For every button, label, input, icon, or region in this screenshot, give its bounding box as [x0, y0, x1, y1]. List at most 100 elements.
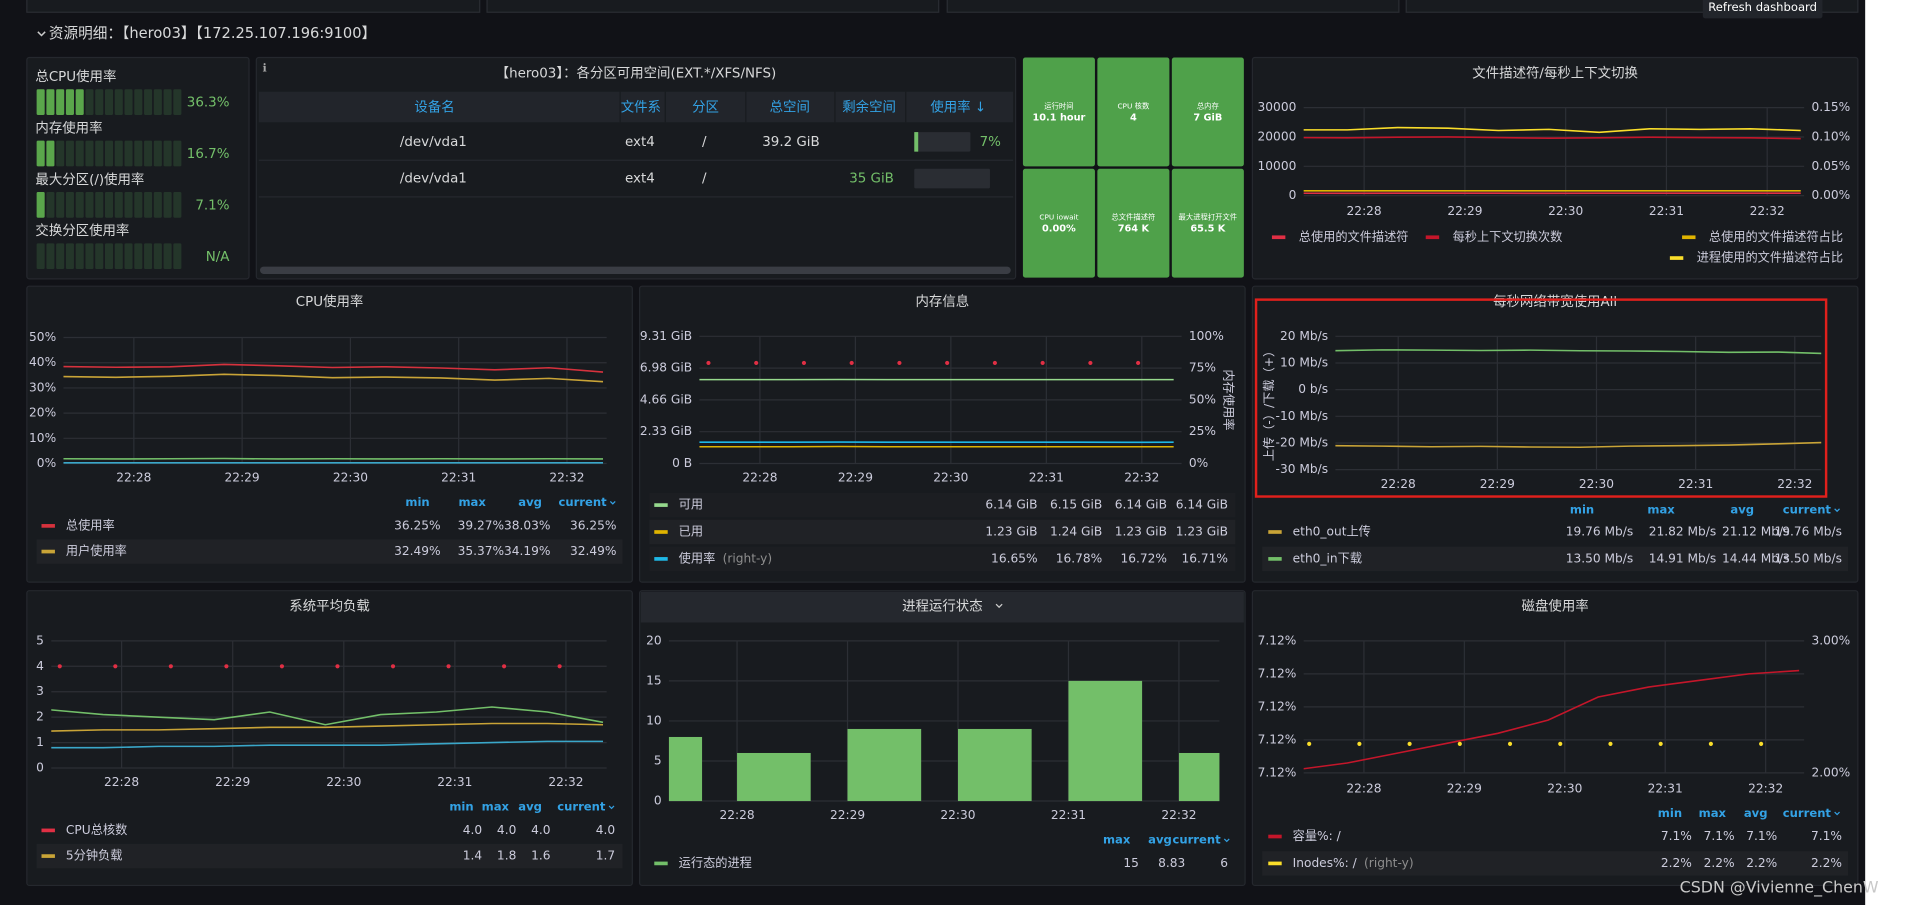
panel — [255, 56, 1017, 280]
legend-label[interactable]: eth0_in下载 — [1293, 551, 1362, 565]
column-header[interactable]: 剩余空间 — [842, 99, 896, 116]
y2-axis-label: 内存使用率 — [1221, 369, 1236, 430]
stat-tile — [1171, 57, 1244, 167]
legend-column-header[interactable]: current — [1172, 833, 1221, 847]
y2-tick-label: 0.10% — [1811, 129, 1850, 143]
legend-value: 16.71% — [1182, 551, 1228, 565]
legend-label[interactable]: 使用率 — [679, 550, 716, 565]
table-cell: / — [702, 135, 707, 150]
legend-column-header[interactable]: avg — [1744, 806, 1768, 820]
legend-label: 总使用的文件描述符 — [1299, 229, 1409, 244]
highlight-box — [1254, 298, 1828, 498]
point — [1608, 741, 1613, 746]
gauge-led — [104, 243, 114, 270]
point — [1307, 741, 1312, 746]
x-tick-label: 22:29 — [225, 471, 260, 485]
stat-value: 0.00% — [1042, 224, 1076, 235]
usage-label: 7% — [980, 135, 1002, 150]
legend-value: 4.0 — [463, 823, 482, 837]
column-header[interactable]: 文件系 — [621, 100, 661, 116]
legend-column-header[interactable]: current — [1783, 806, 1832, 820]
legend-value: 36.25% — [394, 518, 440, 532]
legend-label[interactable]: CPU总核数 — [66, 822, 127, 837]
x-tick-label: 22:32 — [1750, 204, 1785, 218]
gauge-led — [173, 192, 182, 218]
panel-title: 文件描述符/每秒上下文切换 — [1472, 65, 1638, 81]
info-icon: ℹ — [262, 61, 266, 74]
series-line — [51, 706, 604, 726]
y-tick-label: 0% — [37, 456, 56, 470]
legend-label[interactable]: 容量%: / — [1293, 828, 1342, 843]
legend-value: 7.1% — [1746, 829, 1777, 843]
column-header[interactable]: 使用率 ↓ — [930, 99, 986, 116]
column-header[interactable]: 设备名 — [414, 99, 454, 116]
gauge-led — [114, 89, 123, 115]
point — [849, 360, 854, 366]
legend-column-header[interactable]: current — [558, 495, 607, 509]
legend-value: 7.1% — [1704, 829, 1735, 843]
gauge-led — [85, 192, 94, 218]
legend-column-header[interactable]: avg — [518, 800, 542, 814]
legend-column-header[interactable]: min — [1570, 502, 1594, 516]
legend-value: 8.83 — [1158, 856, 1185, 870]
y2-tick-label: 0% — [1189, 456, 1208, 470]
legend-label[interactable]: 用户使用率 — [66, 543, 127, 558]
legend-column-header[interactable]: avg — [1730, 502, 1754, 516]
plot-area — [1335, 349, 1822, 449]
row-title[interactable]: 资源明细：【hero03】【172.25.107.196:9100】 — [49, 25, 376, 42]
gauge-led — [56, 140, 65, 167]
legend-value: 6.14 GiB — [1115, 498, 1167, 512]
legend-row-bg — [1262, 546, 1849, 572]
gauge-led — [173, 243, 182, 270]
legend-value: 1.8 — [497, 849, 516, 863]
sort-chevron — [609, 500, 616, 505]
legend-column-header[interactable]: avg — [518, 495, 542, 509]
gauge-led — [163, 243, 172, 270]
x-tick-label: 22:29 — [1447, 781, 1482, 795]
table-cell: ext4 — [625, 135, 655, 150]
legend-label[interactable]: 可用 — [679, 498, 703, 512]
legend-label[interactable]: Inodes%: / — [1293, 856, 1358, 870]
gauge-label: 总CPU使用率 — [35, 68, 116, 85]
stat-value: 65.5 K — [1190, 224, 1225, 235]
column-header[interactable]: 总空间 — [770, 100, 810, 116]
legend-value: 7.1% — [1661, 829, 1692, 843]
legend-label[interactable]: 运行态的进程 — [679, 855, 752, 870]
sort-chevron — [1834, 811, 1840, 816]
table-cell: 35 GiB — [849, 172, 894, 187]
x-tick-label: 22:29 — [1480, 477, 1515, 491]
y2-tick-label: 25% — [1189, 424, 1216, 438]
y-axis-label: 上传（-）/下载（+） — [1261, 345, 1276, 461]
y-tick-label: 50% — [29, 330, 56, 344]
legend-column-header[interactable]: max — [1103, 833, 1131, 847]
column-header[interactable]: 分区 — [692, 100, 719, 116]
legend-column-header[interactable]: avg — [1148, 833, 1172, 847]
legend-column-header[interactable]: max — [1647, 502, 1675, 516]
legend-label[interactable]: 总使用率 — [66, 517, 115, 532]
legend-value: 19.76 Mb/s — [1774, 524, 1841, 538]
stat-label: 总内存 — [1197, 101, 1219, 110]
legend-column-header[interactable]: max — [482, 800, 510, 814]
legend-column-header[interactable]: max — [458, 495, 486, 509]
sort-chevron — [1223, 838, 1230, 843]
legend-column-header[interactable]: max — [1699, 806, 1727, 820]
gauge-led — [114, 243, 123, 270]
bar — [1068, 680, 1143, 802]
point — [1136, 360, 1141, 366]
row-chevron[interactable] — [37, 31, 46, 37]
y-tick-label: 10 — [646, 713, 662, 727]
panel-title[interactable]: 进程运行状态 — [902, 599, 983, 615]
legend-column-header[interactable]: min — [449, 800, 473, 814]
series-line — [1335, 441, 1822, 449]
legend-column-header[interactable]: current — [1783, 502, 1832, 516]
plot-area — [63, 363, 604, 464]
y-tick-label: 4 — [36, 659, 44, 673]
legend-column-header[interactable]: current — [557, 800, 606, 814]
legend-label[interactable]: eth0_out上传 — [1293, 523, 1371, 538]
legend-column-header[interactable]: min — [405, 495, 429, 509]
y-tick-label: 0 — [36, 761, 44, 775]
legend-label[interactable]: 5分钟负载 — [66, 848, 123, 863]
legend-column-header[interactable]: min — [1658, 806, 1682, 820]
legend-value: 21.82 Mb/s — [1649, 524, 1716, 538]
legend-label[interactable]: 已用 — [679, 524, 703, 538]
